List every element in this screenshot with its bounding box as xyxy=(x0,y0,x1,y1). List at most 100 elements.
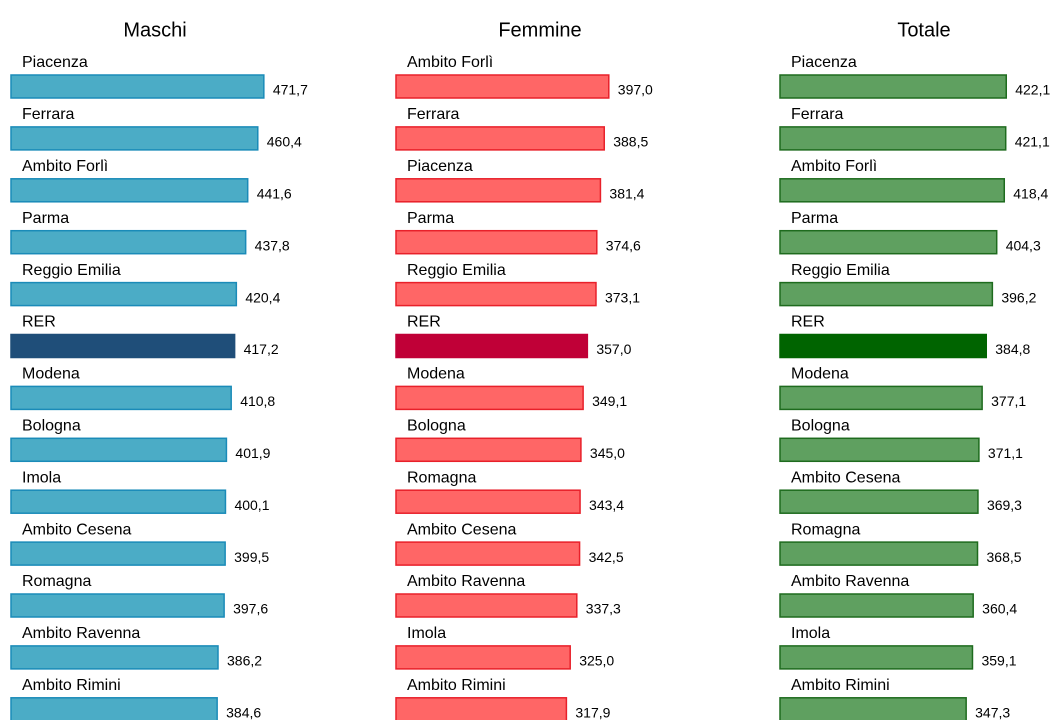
bar xyxy=(10,333,236,359)
value-label: 471,7 xyxy=(273,82,308,98)
value-label: 371,1 xyxy=(988,445,1023,461)
value-label: 386,2 xyxy=(227,653,262,669)
value-label: 377,1 xyxy=(991,393,1026,409)
bar xyxy=(395,178,602,203)
bar xyxy=(10,489,227,514)
bar xyxy=(395,437,582,463)
bar xyxy=(10,178,249,203)
value-label: 397,0 xyxy=(618,82,653,98)
category-label: Bologna xyxy=(22,418,81,435)
bar xyxy=(395,385,584,411)
value-label: 422,1 xyxy=(1015,82,1050,98)
category-label: Ambito Ravenna xyxy=(22,625,140,642)
category-label: Ferrara xyxy=(791,106,844,123)
category-label: Ambito Rimini xyxy=(407,677,506,694)
category-label: Ambito Forlì xyxy=(22,158,108,175)
value-label: 325,0 xyxy=(579,653,614,669)
bar xyxy=(10,385,232,411)
category-label: Ambito Cesena xyxy=(791,469,900,486)
panel-title: Maschi xyxy=(123,19,186,41)
category-label: Ambito Forlì xyxy=(407,54,493,71)
bar xyxy=(779,437,980,463)
value-label: 373,1 xyxy=(605,289,640,305)
bar xyxy=(10,229,247,255)
bar xyxy=(779,697,967,720)
category-label: Ambito Cesena xyxy=(22,521,131,538)
bar xyxy=(395,541,581,566)
bar xyxy=(10,645,219,670)
value-label: 360,4 xyxy=(982,601,1017,617)
category-label: Reggio Emilia xyxy=(407,262,506,279)
category-label: Parma xyxy=(22,210,69,227)
value-label: 388,5 xyxy=(613,134,648,150)
bar xyxy=(779,593,974,618)
category-label: Ambito Rimini xyxy=(791,677,890,694)
bar xyxy=(779,385,983,411)
value-label: 460,4 xyxy=(267,134,302,150)
value-label: 384,8 xyxy=(995,341,1030,357)
bar xyxy=(10,281,238,307)
value-label: 381,4 xyxy=(609,186,644,202)
category-label: Modena xyxy=(407,366,465,383)
bar xyxy=(779,229,998,255)
category-label: Romagna xyxy=(22,573,91,590)
bar xyxy=(395,645,571,670)
value-label: 342,5 xyxy=(589,549,624,565)
category-label: Parma xyxy=(407,210,454,227)
bar xyxy=(10,437,228,463)
value-label: 343,4 xyxy=(589,497,624,513)
panel-title: Femmine xyxy=(498,19,581,41)
bar xyxy=(395,697,568,720)
bar xyxy=(779,281,994,307)
panel-title: Totale xyxy=(897,19,950,41)
bar xyxy=(10,593,225,618)
category-label: Romagna xyxy=(791,521,860,538)
category-label: Modena xyxy=(791,366,849,383)
value-label: 384,6 xyxy=(226,705,261,720)
value-label: 418,4 xyxy=(1013,186,1048,202)
value-label: 437,8 xyxy=(255,237,290,253)
category-label: Ambito Forlì xyxy=(791,158,877,175)
category-label: Reggio Emilia xyxy=(22,262,121,279)
bar xyxy=(395,281,597,307)
value-label: 369,3 xyxy=(987,497,1022,513)
value-label: 420,4 xyxy=(245,289,280,305)
bar xyxy=(395,489,581,514)
bar xyxy=(779,541,979,566)
category-label: Parma xyxy=(791,210,838,227)
category-label: Ferrara xyxy=(22,106,75,123)
category-label: Imola xyxy=(407,625,446,642)
category-label: RER xyxy=(407,314,441,331)
value-label: 399,5 xyxy=(234,549,269,565)
bar xyxy=(779,74,1007,99)
category-label: Ambito Ravenna xyxy=(407,573,525,590)
value-label: 417,2 xyxy=(244,341,279,357)
value-label: 421,1 xyxy=(1015,134,1050,150)
category-label: Ambito Cesena xyxy=(407,521,516,538)
bar xyxy=(10,697,218,720)
value-label: 397,6 xyxy=(233,601,268,617)
category-label: Piacenza xyxy=(407,158,473,175)
value-label: 347,3 xyxy=(975,705,1010,720)
bar xyxy=(779,126,1007,151)
category-label: Modena xyxy=(22,366,80,383)
value-label: 441,6 xyxy=(257,186,292,202)
value-label: 401,9 xyxy=(235,445,270,461)
value-label: 400,1 xyxy=(234,497,269,513)
bar xyxy=(779,333,988,359)
value-label: 337,3 xyxy=(586,601,621,617)
bar xyxy=(395,229,598,255)
bar xyxy=(10,126,259,151)
category-label: Imola xyxy=(791,625,830,642)
bar xyxy=(10,74,265,99)
value-label: 317,9 xyxy=(575,705,610,720)
category-label: Bologna xyxy=(407,418,466,435)
bar xyxy=(395,74,610,99)
category-label: RER xyxy=(791,314,825,331)
bar xyxy=(779,178,1006,203)
bar xyxy=(395,126,605,151)
value-label: 410,8 xyxy=(240,393,275,409)
bar xyxy=(779,489,979,514)
category-label: Imola xyxy=(22,469,61,486)
